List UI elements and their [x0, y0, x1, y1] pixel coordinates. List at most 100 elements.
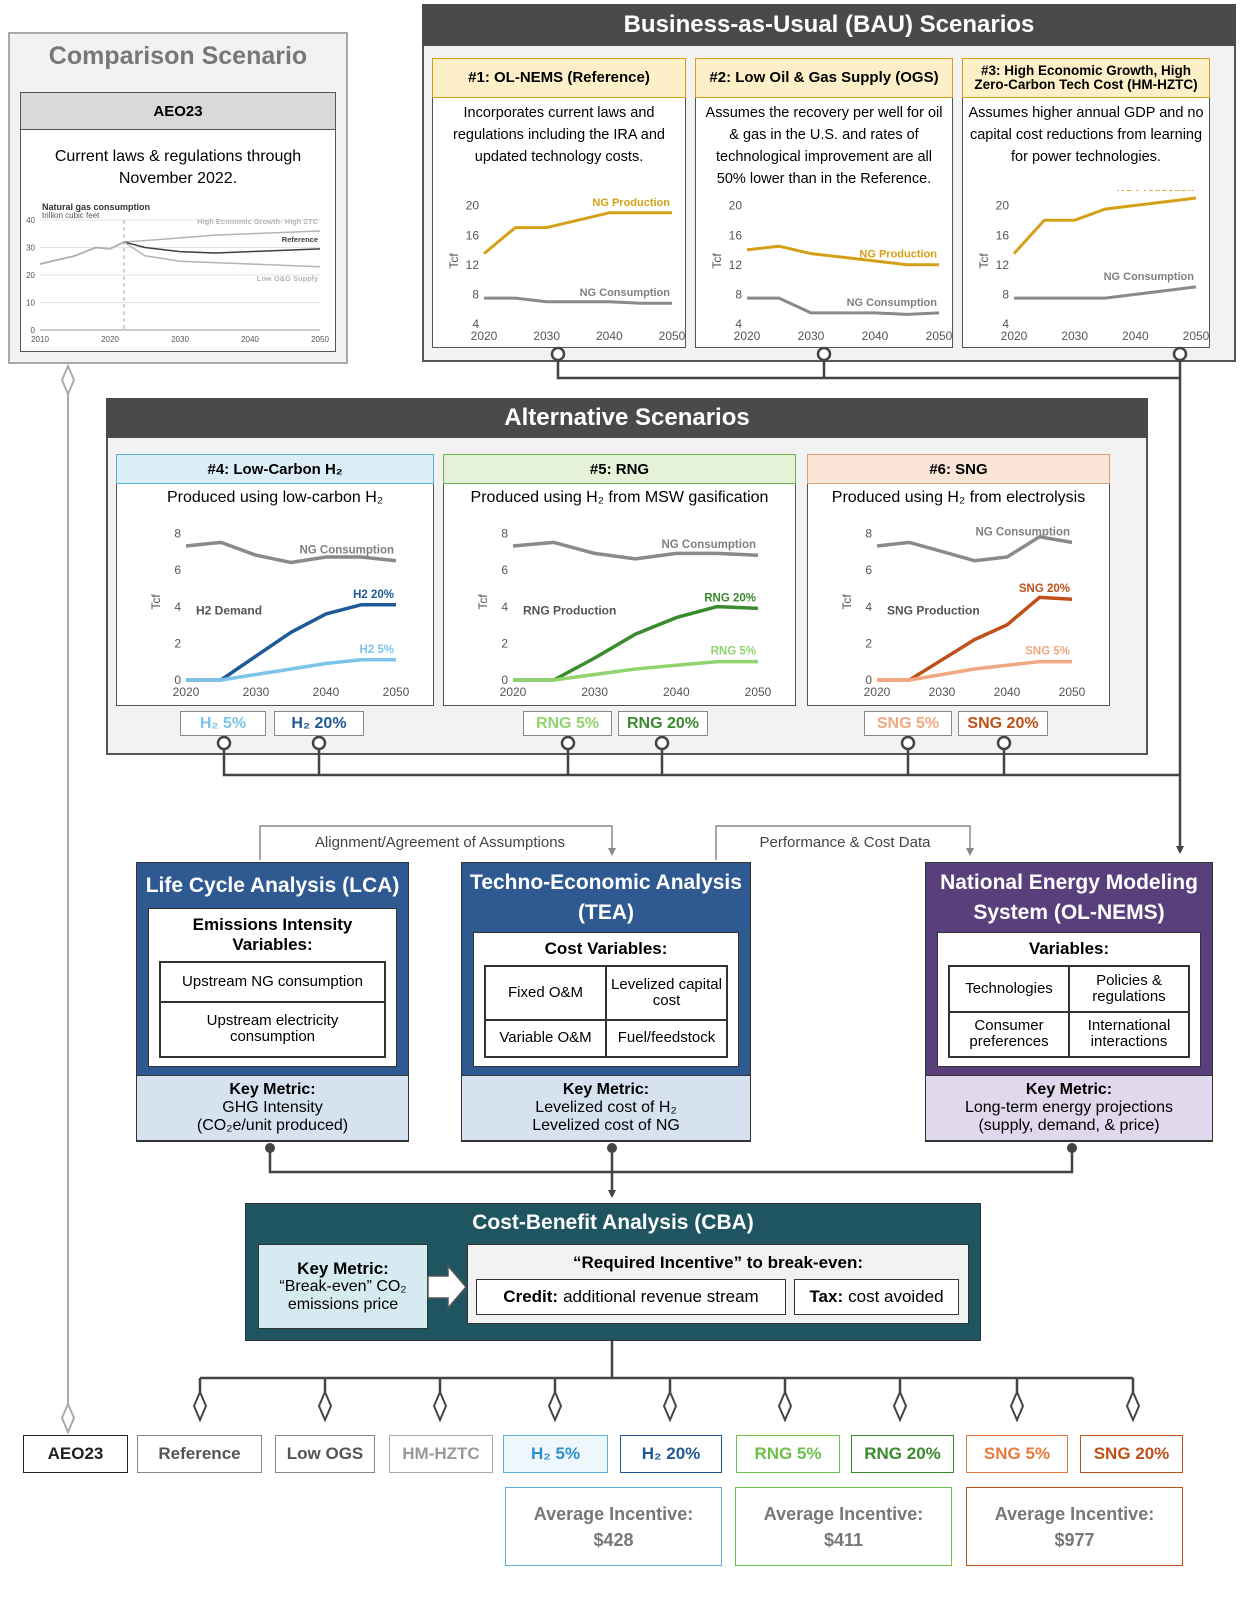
incentive-value: $977: [1054, 1529, 1095, 1550]
variables-box: Cost Variables: Fixed O&M Levelized capita…: [473, 932, 739, 1067]
y-tick-label: 30: [26, 243, 35, 252]
key-metric-text: “Break-even” CO₂ emissions price: [279, 1277, 407, 1313]
analysis-title: National Energy Modeling System (OL-NEMS…: [940, 871, 1198, 924]
cba-title: Cost-Benefit Analysis (CBA): [472, 1211, 754, 1234]
series-line: [876, 535, 1073, 563]
panel-title-bar: Business-as-Usual (BAU) Scenarios: [422, 4, 1236, 46]
scenario-card: [432, 58, 686, 348]
diamond: [1009, 1389, 1025, 1423]
series-annotation: H2 Demand: [196, 603, 262, 617]
variable-item: Consumer preferences: [949, 1011, 1069, 1057]
variables-grid: Fixed O&M Levelized capital cost Variable …: [484, 965, 728, 1058]
y-axis-label: Tcf: [447, 253, 461, 269]
diamond: [777, 1389, 793, 1423]
card-header: #3: High Economic Growth, High Zero-Carb…: [962, 58, 1210, 98]
series-line: [186, 658, 396, 682]
mini-chart: 0 2 4 6 8 2020 2030 2040 2050 Tcf NG Consumption H2…: [149, 526, 410, 699]
key-metric-label: Key Metric:: [1025, 1081, 1113, 1098]
y-tick-label: 20: [26, 271, 35, 280]
series-line: [484, 296, 672, 305]
key-metric-text: (supply, demand, & price): [978, 1117, 1160, 1134]
series-label: NG Consumption: [975, 526, 1070, 538]
key-metric: Key Metric: GHG Intensity (CO₂e/unit produ…: [136, 1075, 409, 1141]
series-label: H2 5%: [359, 644, 394, 656]
card-header: AEO23: [20, 92, 336, 130]
y-tick-label: 8: [735, 288, 742, 302]
x-tick-label: 2030: [533, 329, 560, 343]
series-label: NG Consumption: [1104, 271, 1195, 283]
card-header: #5: RNG: [443, 454, 796, 484]
mini-chart: 0 2 4 6 8 2020 2030 2040 2050 Tcf NG Consumption RN…: [476, 526, 772, 699]
x-tick-label: 2040: [596, 329, 623, 343]
y-tick-label: 8: [472, 288, 479, 302]
analysis-title: Techno-Economic Analysis (TEA): [470, 871, 742, 924]
x-tick-label: 2030: [171, 335, 189, 344]
variable-item: Upstream NG consumption: [160, 962, 385, 1002]
series-line: [39, 241, 321, 268]
average-incentive: Average Incentive: $411: [735, 1487, 952, 1566]
key-metric-label: Key Metric:: [229, 1081, 316, 1098]
diamond: [662, 1389, 678, 1423]
link-label: Alignment/Agreement of Assumptions: [280, 830, 600, 854]
x-tick-label: 2050: [926, 329, 953, 343]
key-metric-text: (CO₂e/unit produced): [196, 1117, 349, 1134]
diamond: [317, 1389, 333, 1423]
y-tick-label: 4: [1002, 317, 1009, 331]
variable-item: Levelized capital cost: [606, 966, 727, 1020]
average-incentive: Average Incentive: $428: [505, 1487, 722, 1566]
x-tick-label: 2040: [994, 685, 1021, 699]
series-label: Low O&G Supply: [257, 274, 319, 283]
diamond: [192, 1389, 208, 1423]
card-description: Produced using low-carbon H₂: [166, 489, 384, 506]
series-line: [185, 540, 397, 565]
variables-title: Emissions Intensity Variables:: [192, 915, 353, 954]
output-scenario: Reference: [137, 1435, 262, 1473]
connector-dot: [1067, 1143, 1077, 1153]
y-tick-label: 2: [174, 636, 181, 650]
y-tick-label: 0: [174, 673, 181, 687]
series-line: [1012, 196, 1197, 255]
y-tick-label: 6: [174, 563, 181, 577]
scenario-option: SNG 5%: [864, 711, 952, 736]
scenario-option: H₂ 5%: [180, 711, 266, 736]
key-metric-text: GHG Intensity: [222, 1099, 323, 1116]
variables-title: Cost Variables:: [544, 939, 668, 958]
incentive-label: Average Incentive:: [994, 1503, 1155, 1524]
x-tick-label: 2030: [798, 329, 825, 343]
variable-item: Technologies: [949, 966, 1069, 1012]
connector-dot: [265, 1143, 275, 1153]
series-annotation: RNG Production: [523, 603, 616, 617]
output-scenario: H₂ 20%: [620, 1435, 722, 1473]
y-tick-label: 12: [996, 258, 1010, 272]
incentive-option-text: additional revenue stream: [563, 1287, 759, 1306]
y-tick-label: 20: [729, 199, 743, 213]
y-tick-label: 12: [466, 258, 480, 272]
series-line: [747, 296, 940, 316]
variables-box: Emissions Intensity Variables: Upstream N…: [148, 908, 397, 1067]
x-tick-label: 2050: [1059, 685, 1086, 699]
y-tick-label: 8: [865, 526, 872, 540]
series-label: RNG 5%: [711, 646, 756, 658]
y-tick-label: 16: [466, 228, 480, 242]
connector: [198, 1341, 1135, 1392]
y-tick-label: 8: [174, 526, 181, 540]
x-tick-label: 2040: [1122, 329, 1149, 343]
y-tick-label: 0: [501, 673, 508, 687]
x-tick-label: 2020: [734, 329, 761, 343]
incentive-row: Credit: additional revenue stream Tax: cost…: [476, 1279, 960, 1315]
series-line: [513, 659, 758, 682]
scenario-card: [962, 58, 1210, 348]
diamond: [60, 363, 76, 397]
y-axis-label: Tcf: [149, 594, 163, 610]
series-label: High Economic Growth- High ZTC: [197, 217, 318, 226]
output-scenario: HM-HZTC: [389, 1435, 493, 1473]
series-label: NG Consumption: [661, 539, 756, 551]
x-tick-label: 2030: [1061, 329, 1088, 343]
variable-item: Upstream electricity consumption: [160, 1001, 385, 1057]
y-tick-label: 6: [865, 563, 872, 577]
y-tick-label: 8: [501, 526, 508, 540]
